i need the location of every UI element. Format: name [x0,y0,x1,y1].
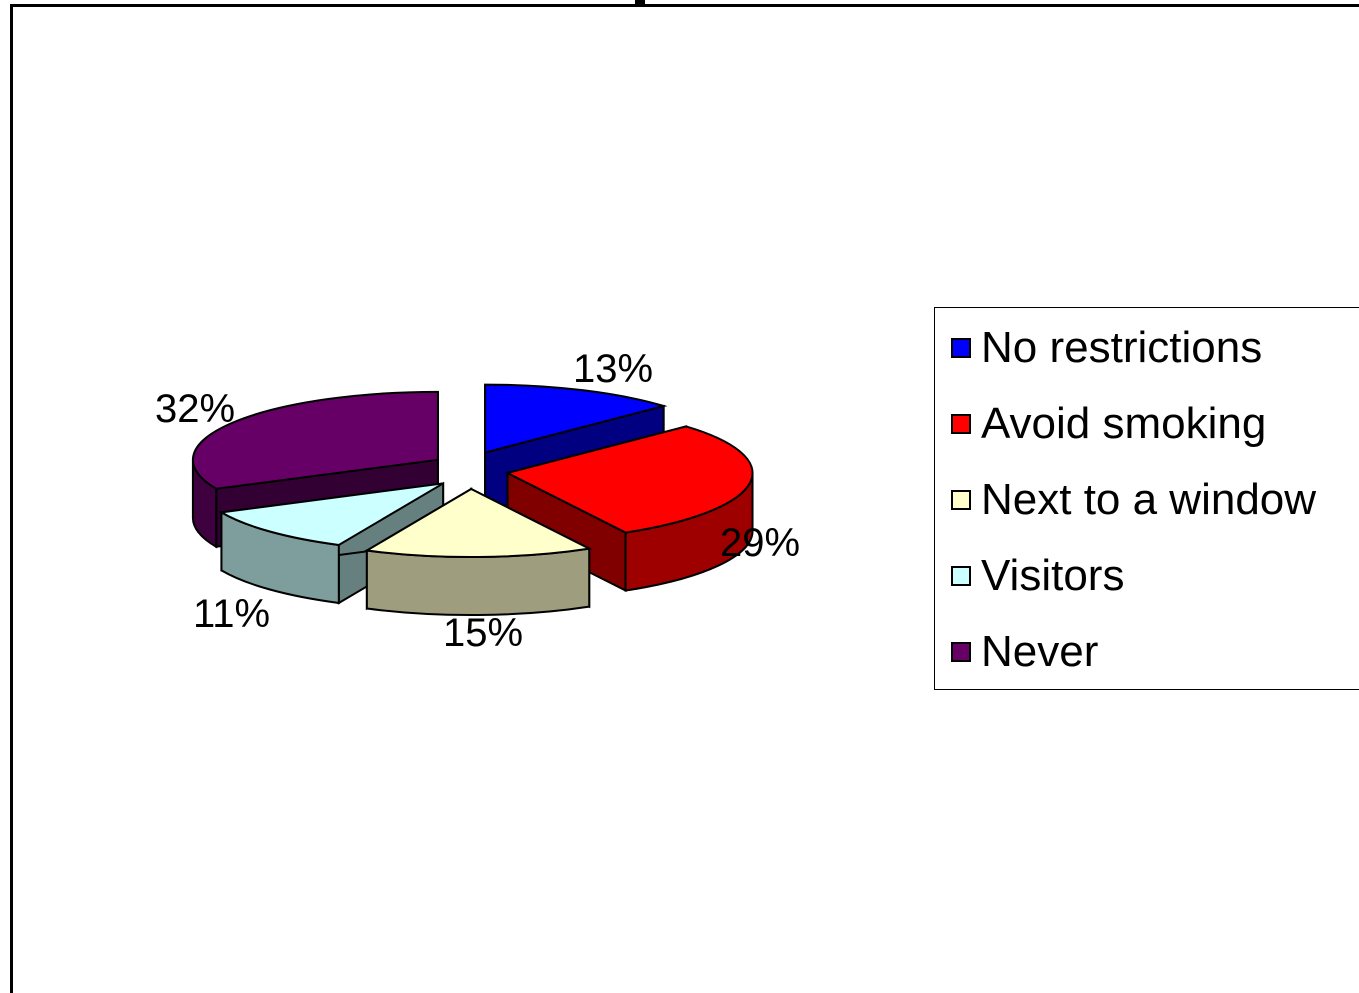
percent-label-avoid-smoking: 29% [720,521,800,565]
legend: No restrictions Avoid smoking Next to a … [934,307,1359,690]
legend-label: Next to a window [981,475,1317,524]
legend-swatch-never [951,642,971,662]
pie-slice-top-avoid-smoking [504,425,754,534]
legend-swatch-visitors [951,566,971,586]
pie-slices [191,383,754,616]
legend-item-visitors: Visitors [951,552,1124,600]
legend-swatch-no-restrictions [951,338,971,358]
pie-slice-side-next-to-window [365,547,591,616]
pie-slice-top-visitors [218,482,444,546]
legend-label: Visitors [981,551,1125,600]
legend-item-never: Never [951,628,1098,676]
pie-slice-next-to-window [363,487,593,616]
pie-slice-top-never [191,390,439,490]
legend-item-avoid-smoking: Avoid smoking [951,400,1266,448]
percent-label-no-restrictions: 13% [573,347,653,391]
pie-slice-avoid-smoking [504,425,754,593]
percent-labels: 13% 29% 15% 11% 32% [155,347,800,655]
pie-slice-top-no-restrictions [484,383,668,454]
chart-frame [10,4,1359,993]
legend-swatch-avoid-smoking [951,414,971,434]
percent-label-next-to-window: 15% [443,611,523,655]
legend-label: Never [981,627,1099,676]
chart-title-fragment [635,0,645,6]
percent-label-never: 32% [155,387,235,431]
legend-label: No restrictions [981,323,1263,372]
legend-label: Avoid smoking [981,399,1267,448]
legend-item-no-restrictions: No restrictions [951,324,1262,372]
legend-item-next-to-window: Next to a window [951,476,1316,524]
pie-slice-top-next-to-window [363,487,593,558]
legend-swatch-next-to-window [951,490,971,510]
percent-label-visitors: 11% [193,592,270,636]
